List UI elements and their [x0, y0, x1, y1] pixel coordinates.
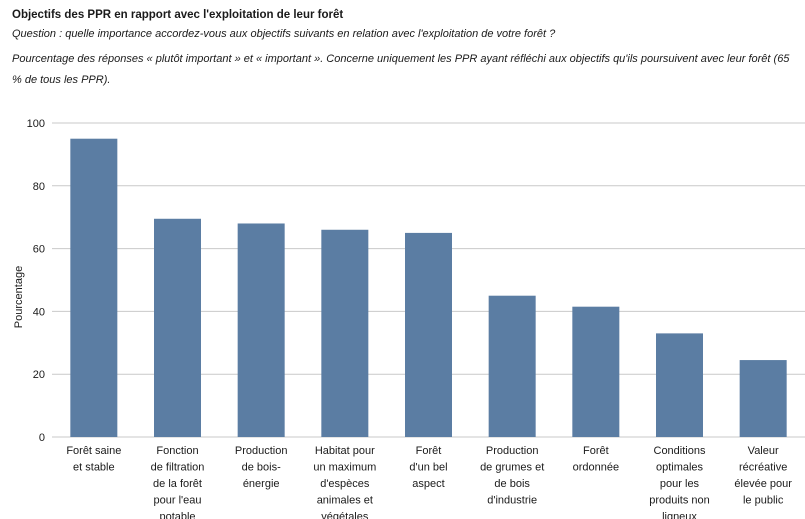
- bar-8: [656, 333, 703, 437]
- y-tick-label: 100: [27, 118, 45, 130]
- y-tick-label: 60: [33, 244, 45, 256]
- x-category-labels: Forêt saine et stable Fonction de filtratio…: [66, 445, 792, 519]
- y-axis-label: Pourcentage: [13, 266, 25, 328]
- chart-note: Pourcentage des réponses « plutôt import…: [12, 53, 790, 86]
- bar-6: [488, 295, 536, 437]
- bars: [70, 138, 787, 437]
- bar-9: [739, 360, 787, 437]
- y-tick-labels: 0 20 40 60 80 100: [27, 118, 45, 444]
- y-tick-label: 40: [33, 306, 45, 318]
- x-category-label: Production de bois-énergie: [235, 445, 288, 490]
- bar-5: [405, 232, 452, 437]
- y-tick-label: 80: [33, 181, 45, 193]
- y-tick-label: 0: [39, 432, 45, 444]
- y-tick-label: 20: [33, 369, 45, 381]
- chart-question: Question : quelle importance accordez-vo…: [12, 28, 556, 40]
- x-category-label: Habitat pour un maximum d'espèces animales …: [313, 445, 376, 519]
- bar-4: [321, 229, 369, 437]
- bar-2: [154, 218, 201, 437]
- bar-1: [70, 138, 118, 437]
- x-category-label: Forêt ordonnée: [573, 445, 620, 474]
- x-category-label: Production de grumes et de bois d'industrie: [480, 445, 544, 507]
- x-category-label: Forêt d'un bel aspect: [409, 445, 447, 490]
- bar-3: [237, 223, 285, 437]
- chart-title: Objectifs des PPR en rapport avec l'expl…: [12, 9, 344, 21]
- x-category-label: Conditions optimales pour les produits non l…: [649, 445, 710, 519]
- chart-header: Objectifs des PPR en rapport avec l'expl…: [12, 6, 797, 91]
- x-category-label: Forêt saine et stable: [66, 445, 121, 474]
- x-category-label: Valeur récréative élevée pour le public: [734, 445, 792, 507]
- bar-7: [572, 306, 620, 437]
- x-category-label: Fonction de filtration de la forêt pour l'e…: [151, 445, 205, 519]
